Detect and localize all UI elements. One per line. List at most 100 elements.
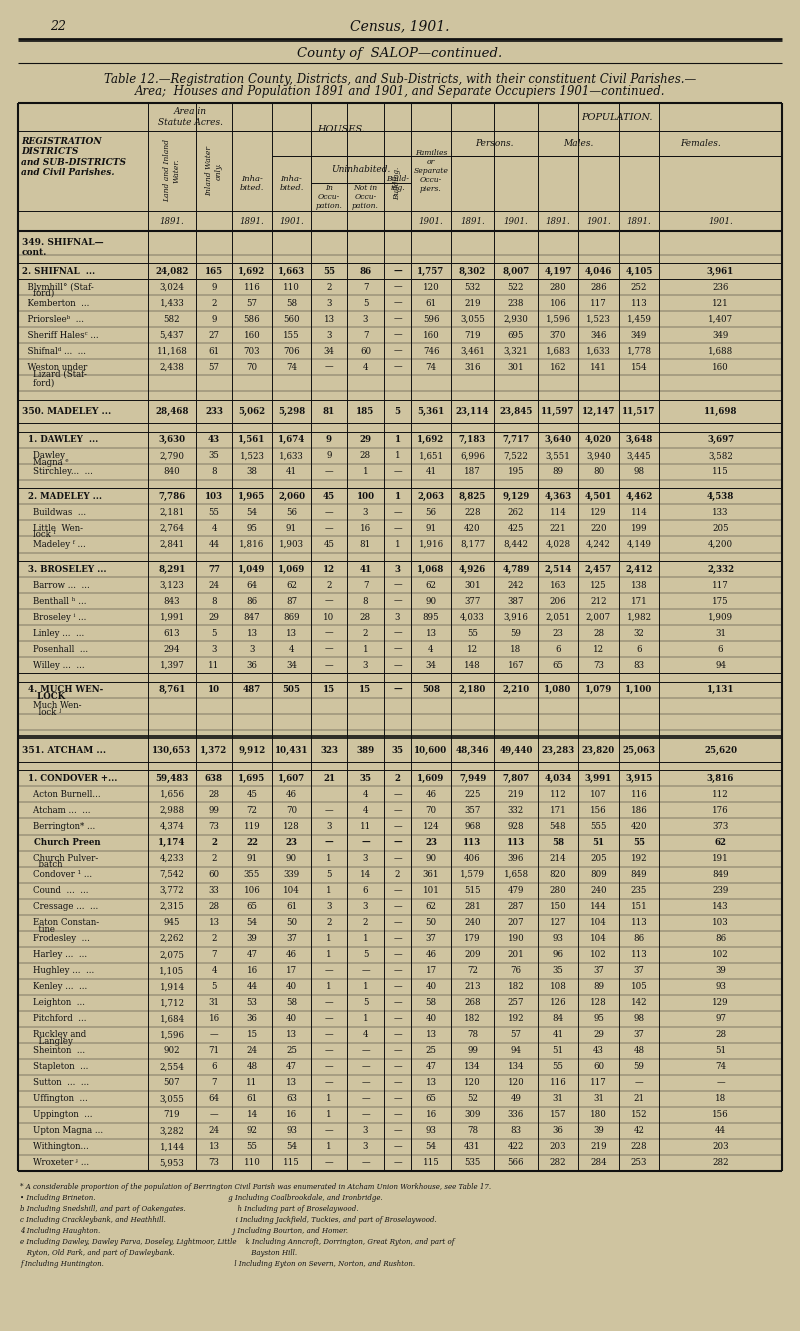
Text: 309: 309 [464,1110,481,1119]
Text: 945: 945 [164,918,180,928]
Text: Atcham ...  ...: Atcham ... ... [22,807,90,815]
Text: 89: 89 [553,467,563,476]
Text: —: — [393,282,402,291]
Text: 1,561: 1,561 [238,435,266,445]
Text: 253: 253 [631,1158,647,1167]
Text: —: — [634,1078,643,1087]
Text: Area;  Houses and Population 1891 and 1901, and Separate Occupiers 1901—continue: Area; Houses and Population 1891 and 190… [134,85,666,98]
Text: 7,522: 7,522 [503,451,529,461]
Text: Sheinton  ...: Sheinton ... [22,1046,85,1055]
Text: 596: 596 [422,314,439,323]
Text: 80: 80 [593,467,604,476]
Text: 820: 820 [550,870,566,878]
Text: 4: 4 [362,1030,368,1040]
Text: 703: 703 [244,346,260,355]
Text: 638: 638 [205,773,223,783]
Text: —: — [393,346,402,355]
Text: 24: 24 [209,580,219,590]
Text: 12: 12 [593,644,604,654]
Text: 301: 301 [464,580,481,590]
Text: 4,149: 4,149 [626,540,651,548]
Text: 695: 695 [508,330,524,339]
Text: 25: 25 [426,1046,437,1055]
Text: 532: 532 [464,282,481,291]
Text: 849: 849 [630,870,647,878]
Text: Stirchley...  ...: Stirchley... ... [22,467,93,476]
Text: Shifnalᵈ ...  ...: Shifnalᵈ ... ... [22,346,86,355]
Text: —: — [393,902,402,912]
Text: 156: 156 [590,807,607,815]
Text: 233: 233 [205,407,223,417]
Text: 323: 323 [320,745,338,755]
Text: —: — [393,1142,402,1151]
Text: 48,346: 48,346 [456,745,490,755]
Text: 257: 257 [508,998,524,1008]
Text: 548: 548 [550,823,566,831]
Text: 45: 45 [323,492,335,500]
Text: 37: 37 [426,934,437,944]
Text: 54: 54 [246,508,258,516]
Text: 5,298: 5,298 [278,407,305,417]
Text: Broseley ⁱ ...: Broseley ⁱ ... [22,612,86,622]
Text: Harley ...  ...: Harley ... ... [22,950,87,960]
Text: Wroxeter ᶡ ...: Wroxeter ᶡ ... [22,1158,89,1167]
Text: —: — [393,1014,402,1024]
Text: 3: 3 [363,1142,368,1151]
Text: 91: 91 [286,524,297,532]
Text: 1,459: 1,459 [626,314,651,323]
Text: 206: 206 [550,596,566,606]
Text: —: — [361,1078,370,1087]
Text: 40: 40 [426,982,437,992]
Text: 2: 2 [211,855,217,862]
Text: 113: 113 [507,839,525,847]
Text: —: — [361,1046,370,1055]
Text: 746: 746 [422,346,439,355]
Text: Lizard (Staf-: Lizard (Staf- [22,369,87,378]
Text: 55: 55 [633,839,645,847]
Text: 51: 51 [715,1046,726,1055]
Text: 21: 21 [634,1094,645,1103]
Text: Blymhill° (Staf-: Blymhill° (Staf- [22,282,94,291]
Text: 28: 28 [360,451,371,461]
Text: 51: 51 [593,839,605,847]
Text: 99: 99 [467,1046,478,1055]
Text: 190: 190 [508,934,524,944]
Text: 117: 117 [590,1078,607,1087]
Text: 1,633: 1,633 [279,451,304,461]
Text: 182: 182 [508,982,524,992]
Text: 129: 129 [712,998,729,1008]
Text: 902: 902 [164,1046,180,1055]
Text: 47: 47 [286,1062,297,1071]
Text: County of  SALOP—continued.: County of SALOP—continued. [298,47,502,60]
Text: —: — [393,685,402,695]
Text: 3,582: 3,582 [708,451,733,461]
Text: 163: 163 [550,580,566,590]
Text: 3,940: 3,940 [586,451,611,461]
Text: 719: 719 [464,330,481,339]
Text: 120: 120 [464,1078,481,1087]
Text: 219: 219 [464,298,481,307]
Text: 24: 24 [246,1046,258,1055]
Text: 13: 13 [246,628,258,638]
Text: 239: 239 [712,886,729,896]
Text: 1891.: 1891. [546,217,570,225]
Text: 12,147: 12,147 [582,407,615,417]
Text: 23,283: 23,283 [542,745,574,755]
Text: 214: 214 [550,855,566,862]
Text: 114: 114 [630,508,647,516]
Text: —: — [393,644,402,654]
Text: —: — [393,1062,402,1071]
Text: 13: 13 [209,918,219,928]
Text: 1,433: 1,433 [160,298,184,307]
Text: 1,816: 1,816 [239,540,265,548]
Text: 71: 71 [209,1046,219,1055]
Text: 1,965: 1,965 [238,492,266,500]
Text: Linley ...  ...: Linley ... ... [22,628,84,638]
Text: 205: 205 [712,524,729,532]
Text: 97: 97 [715,1014,726,1024]
Text: 36: 36 [246,660,258,669]
Text: 44: 44 [715,1126,726,1135]
Text: 3,321: 3,321 [504,346,528,355]
Text: 1,663: 1,663 [278,266,305,276]
Text: 12: 12 [323,564,335,574]
